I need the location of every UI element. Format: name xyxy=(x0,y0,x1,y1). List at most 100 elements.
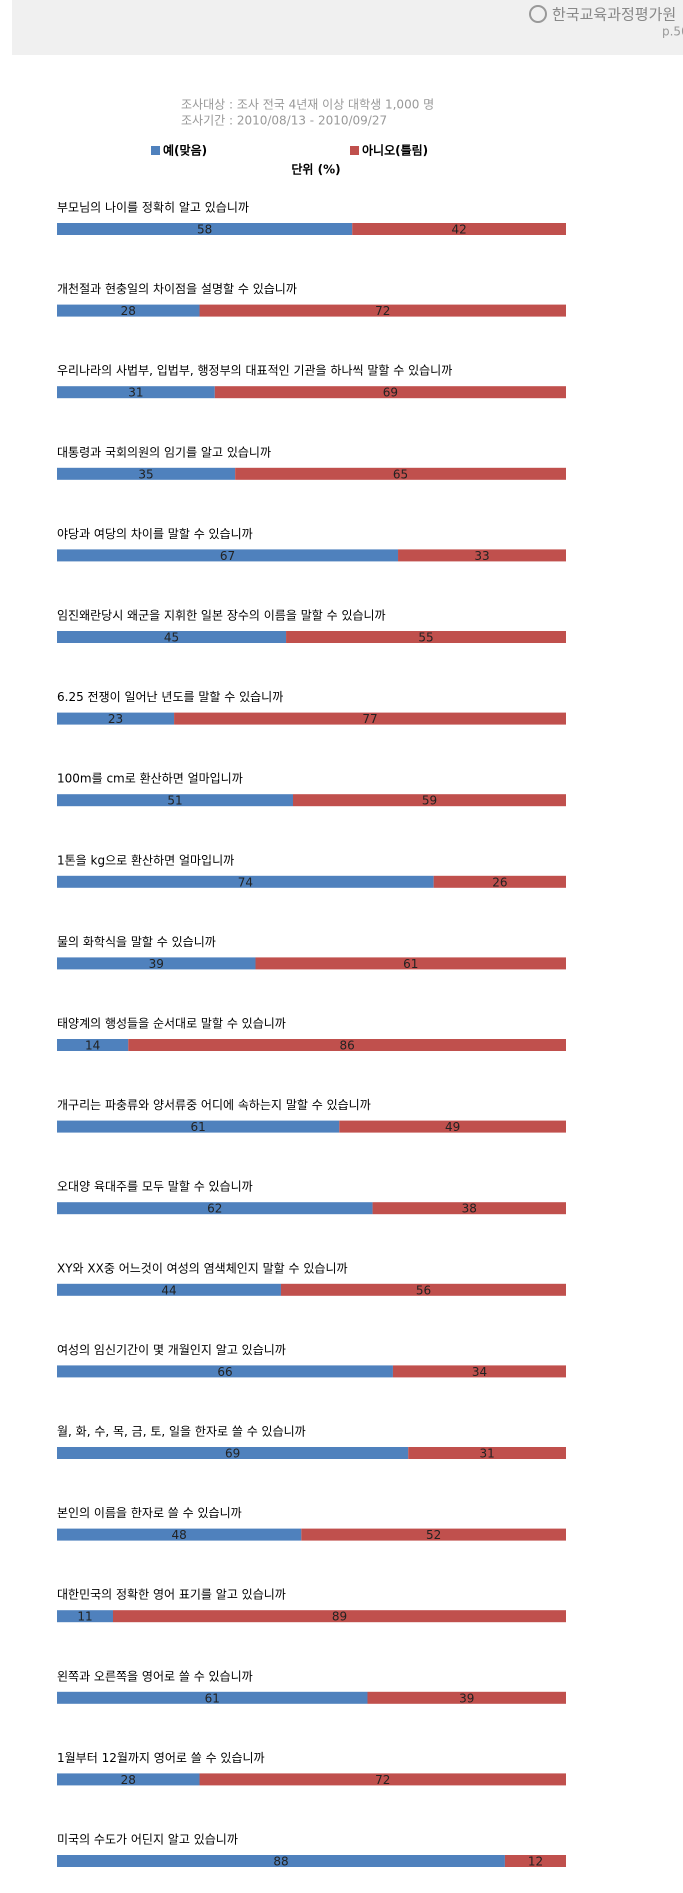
bar-segment xyxy=(57,875,434,888)
question-label: 100m를 cm로 환산하면 얼마입니까 xyxy=(57,772,243,786)
question-label: 개천절과 현충일의 차이점을 설명할 수 있습니까 xyxy=(57,281,297,296)
value-label: 74 xyxy=(238,875,253,889)
value-label: 14 xyxy=(85,1039,100,1053)
question-label: 본인의 이름을 한자로 쓸 수 있습니까 xyxy=(57,1506,242,1520)
bar-segment xyxy=(255,957,566,970)
logo xyxy=(529,5,547,23)
bar-segment xyxy=(286,631,566,643)
bar-segment xyxy=(128,1039,566,1051)
bar-segment xyxy=(504,1855,566,1867)
value-label: 61 xyxy=(190,1120,205,1134)
value-label: 26 xyxy=(492,875,507,889)
bar-segment xyxy=(339,1120,566,1133)
value-label: 42 xyxy=(451,223,466,237)
value-label: 69 xyxy=(225,1447,240,1461)
question-label: 개구리는 파충류와 양서류중 어디에 속하는지 말할 수 있습니까 xyxy=(57,1098,371,1112)
bar-segment xyxy=(57,223,353,235)
value-label: 44 xyxy=(161,1283,176,1297)
bar-segment xyxy=(57,304,200,317)
value-label: 31 xyxy=(128,386,143,400)
bar-segment xyxy=(199,1773,566,1786)
value-label: 38 xyxy=(462,1202,477,1216)
value-label: 62 xyxy=(207,1202,222,1216)
bar-segment xyxy=(57,1773,200,1786)
question-label: 우리나라의 사법부, 입법부, 행정부의 대표적인 기관을 하나씩 말할 수 있… xyxy=(57,363,452,378)
subtitle: 조사기간 : 2010/08/13 - 2010/09/27 xyxy=(181,114,387,128)
value-label: 51 xyxy=(167,794,182,808)
bar-segment xyxy=(57,1202,373,1215)
bar-segment xyxy=(57,631,287,643)
question-label: 미국의 수도가 어딘지 알고 있습니까 xyxy=(57,1833,238,1847)
bar-segment xyxy=(57,549,399,562)
question-label: 왼쪽과 오른쪽을 영어로 쓸 수 있습니까 xyxy=(57,1669,253,1683)
question-label: 야당과 여당의 차이를 말할 수 있습니까 xyxy=(57,527,253,541)
value-label: 58 xyxy=(197,223,212,237)
bar-segment xyxy=(352,223,566,235)
bar-segment xyxy=(57,1610,113,1623)
value-label: 61 xyxy=(205,1691,220,1705)
bar-segment xyxy=(57,1365,393,1378)
bar-segment xyxy=(57,1855,505,1867)
org-name: 한국교육과정평가원 xyxy=(552,6,676,24)
value-label: 34 xyxy=(472,1365,487,1379)
bar-segment xyxy=(235,467,566,480)
question-label: 1톤을 kg으로 환산하면 얼마입니까 xyxy=(57,853,234,867)
bar-segment xyxy=(372,1202,566,1215)
bar-segment xyxy=(57,1039,129,1051)
bar-segment xyxy=(408,1447,566,1459)
legend-swatch xyxy=(151,146,160,155)
question-label: 부모님의 나이를 정확히 알고 있습니까 xyxy=(57,201,249,215)
question-label: XY와 XX중 어느것이 여성의 염색체인지 말할 수 있습니까 xyxy=(57,1261,348,1275)
value-label: 89 xyxy=(332,1610,347,1624)
bar-segment xyxy=(301,1528,566,1541)
bar-segment xyxy=(433,875,566,888)
value-label: 67 xyxy=(220,549,235,563)
value-label: 77 xyxy=(362,712,377,726)
value-label: 61 xyxy=(403,957,418,971)
bar-segment xyxy=(57,1283,281,1296)
value-label: 72 xyxy=(375,304,390,318)
value-label: 11 xyxy=(77,1610,92,1624)
value-label: 56 xyxy=(416,1283,431,1297)
value-label: 35 xyxy=(138,467,153,481)
bar-segment xyxy=(57,1691,368,1704)
value-label: 59 xyxy=(422,794,437,808)
bar-segment xyxy=(57,957,256,970)
question-label: 오대양 육대주를 모두 말할 수 있습니까 xyxy=(57,1180,253,1194)
question-label: 여성의 임신기간이 몇 개월인지 알고 있습니까 xyxy=(57,1343,286,1357)
subtitle: 조사대상 : 조사 전국 4년재 이상 대학생 1,000 명 xyxy=(181,98,434,112)
value-label: 33 xyxy=(474,549,489,563)
value-label: 48 xyxy=(172,1528,187,1542)
bar-segment xyxy=(57,467,236,480)
value-label: 28 xyxy=(121,1773,136,1787)
bar-segment xyxy=(174,712,566,725)
value-label: 66 xyxy=(217,1365,232,1379)
value-label: 39 xyxy=(459,1691,474,1705)
value-label: 49 xyxy=(445,1120,460,1134)
bar-segment xyxy=(57,712,175,725)
page-number: p.50 xyxy=(662,25,683,39)
bar-segment xyxy=(398,549,566,562)
bar-segment xyxy=(214,386,567,399)
bar-segment xyxy=(392,1365,566,1378)
value-label: 31 xyxy=(479,1447,494,1461)
bar-segment xyxy=(292,794,566,807)
question-label: 태양계의 행성들을 순서대로 말할 수 있습니까 xyxy=(57,1016,286,1031)
value-label: 86 xyxy=(339,1039,354,1053)
value-label: 28 xyxy=(121,304,136,318)
bar-segment xyxy=(199,304,566,317)
value-label: 55 xyxy=(418,631,433,645)
bar-segment xyxy=(57,1528,302,1541)
question-label: 대통령과 국회의원의 임기를 알고 있습니까 xyxy=(57,445,271,459)
question-label: 6.25 전쟁이 일어난 년도를 말할 수 있습니까 xyxy=(57,690,283,704)
value-label: 45 xyxy=(164,631,179,645)
value-label: 72 xyxy=(375,1773,390,1787)
value-label: 39 xyxy=(149,957,164,971)
value-label: 52 xyxy=(426,1528,441,1542)
unit-label: 단위 (%) xyxy=(291,162,340,177)
value-label: 65 xyxy=(393,467,408,481)
bar-segment xyxy=(367,1691,566,1704)
value-label: 12 xyxy=(528,1855,543,1869)
